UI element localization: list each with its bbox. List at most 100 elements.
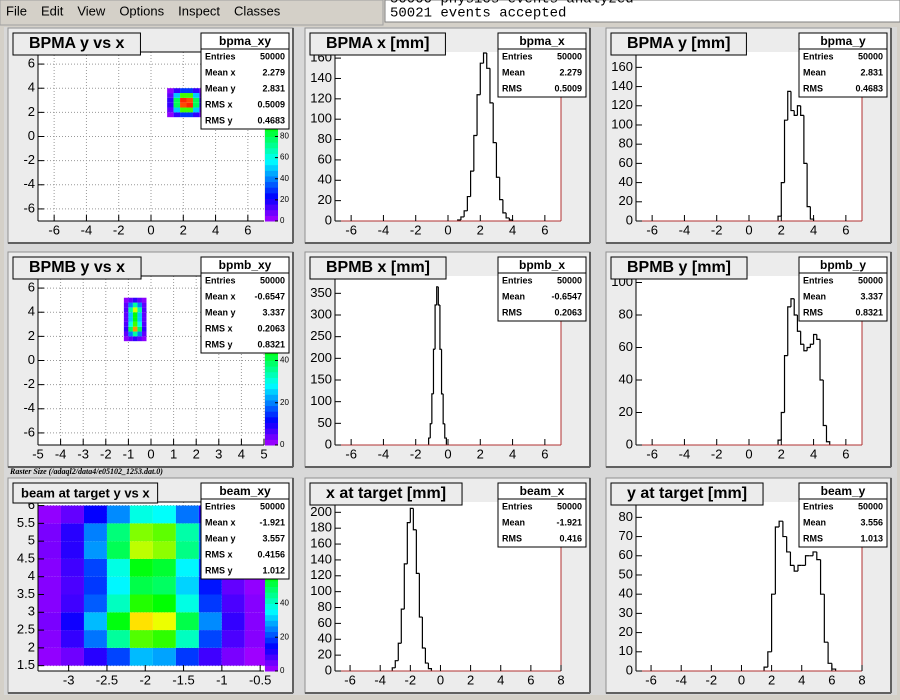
heat-cell xyxy=(129,647,153,666)
stats-label: RMS xyxy=(803,533,823,543)
heat-cell xyxy=(129,594,153,613)
histogram-bin xyxy=(418,573,423,618)
title-box xyxy=(12,256,142,280)
histogram-bin xyxy=(789,551,795,566)
histogram-bin xyxy=(400,608,405,644)
chart-title: BPMB x [mm] xyxy=(326,259,430,276)
y-tick-label: 1.5 xyxy=(17,657,35,672)
x-tick-label: 2 xyxy=(467,672,474,687)
palette-slice xyxy=(265,388,278,395)
x-tick-label: -6 xyxy=(646,222,658,237)
heat-cell xyxy=(83,505,107,524)
menu-bar xyxy=(0,0,384,26)
heat-cell xyxy=(192,107,200,113)
y-tick-label: -6 xyxy=(23,424,35,439)
heat-cell xyxy=(128,302,133,308)
y-tick-label: 160 xyxy=(310,535,332,550)
menu-item[interactable]: File xyxy=(6,3,27,18)
heat-cell xyxy=(221,576,245,595)
heat-cell xyxy=(132,307,138,313)
stats-value: 3.337 xyxy=(262,307,285,317)
palette-slice xyxy=(265,625,278,633)
heat-cell xyxy=(106,612,130,631)
stats-value: 0.8321 xyxy=(257,339,285,349)
menu-item[interactable]: Classes xyxy=(234,3,281,18)
heat-cell xyxy=(83,576,107,595)
y-tick-label: 40 xyxy=(619,371,633,386)
heat-cell xyxy=(128,317,133,322)
palette-slice xyxy=(265,394,278,401)
stats-value: 0.416 xyxy=(559,533,582,543)
menu-item[interactable]: Inspect xyxy=(178,3,220,18)
y-tick-label: 100 xyxy=(310,111,332,126)
y-tick-label: 20 xyxy=(619,624,633,639)
palette-slice xyxy=(265,439,278,446)
stats-value: 50000 xyxy=(858,51,883,61)
heat-cell xyxy=(106,558,130,577)
palette-slice xyxy=(265,592,278,599)
palette-tick-label: 20 xyxy=(280,632,289,641)
heat-cell xyxy=(106,594,130,613)
x-tick-label: -4 xyxy=(378,446,390,461)
chart-title: x at target [mm] xyxy=(326,485,446,502)
heat-cell xyxy=(152,630,176,648)
x-tick-label: 0 xyxy=(147,222,154,237)
stats-label: Mean x xyxy=(205,517,236,527)
y-tick-label: 2 xyxy=(28,104,35,119)
heat-cell xyxy=(38,576,61,595)
heat-cell xyxy=(128,321,133,327)
heat-cell xyxy=(244,594,268,613)
x-tick-label: 6 xyxy=(842,222,849,237)
heat-cell xyxy=(137,317,142,322)
heat-cell xyxy=(123,326,129,332)
x-tick-label: 4 xyxy=(238,446,245,461)
histogram-bin xyxy=(436,286,439,306)
palette-slice xyxy=(265,170,278,177)
x-tick-label: -2 xyxy=(113,222,125,237)
heat-cell xyxy=(38,558,61,577)
histogram-bin xyxy=(460,216,465,220)
heat-cell xyxy=(60,630,84,648)
heat-cell xyxy=(180,102,187,108)
stats-label: Entries xyxy=(803,275,834,285)
stats-value: 50000 xyxy=(557,501,582,511)
heat-cell xyxy=(175,541,199,559)
menu-item[interactable]: Options xyxy=(119,3,164,18)
x-tick-label: -1 xyxy=(216,672,228,687)
heat-cell xyxy=(141,321,147,327)
stats-label: Entries xyxy=(803,501,834,511)
stats-label: RMS y xyxy=(205,565,233,575)
x-tick-label: 6 xyxy=(828,672,835,687)
y-tick-label: 120 xyxy=(310,90,332,105)
y-tick-label: -2 xyxy=(23,152,35,167)
stats-value: 2.831 xyxy=(262,83,285,93)
heat-cell xyxy=(128,331,133,337)
heat-cell xyxy=(137,321,142,327)
palette-slice xyxy=(265,411,278,418)
heat-cell xyxy=(141,336,147,342)
stats-label: RMS y xyxy=(205,115,233,125)
histogram-bin xyxy=(763,666,768,671)
heat-cell xyxy=(186,112,193,118)
x-tick-label: 2 xyxy=(778,222,785,237)
x-tick-label: 0 xyxy=(437,672,444,687)
heat-cell xyxy=(152,576,176,595)
menu-item[interactable]: Edit xyxy=(41,3,64,18)
y-tick-label: 0 xyxy=(626,662,633,677)
heat-cell xyxy=(129,523,153,542)
y-tick-label: 0 xyxy=(325,436,332,451)
histogram-bin xyxy=(812,333,817,345)
histogram-bin xyxy=(437,286,440,306)
menu-item[interactable]: View xyxy=(77,3,106,18)
stats-label: Mean xyxy=(502,517,525,527)
heat-cell xyxy=(137,307,142,313)
palette-slice xyxy=(265,603,278,610)
x-tick-label: 0 xyxy=(745,222,752,237)
heat-cell xyxy=(152,523,176,542)
x-tick-label: 4 xyxy=(810,222,817,237)
heat-cell xyxy=(137,312,142,318)
palette-slice xyxy=(265,586,278,593)
histogram-bin xyxy=(803,115,808,164)
y-tick-label: 100 xyxy=(310,583,332,598)
heat-cell xyxy=(123,302,129,308)
